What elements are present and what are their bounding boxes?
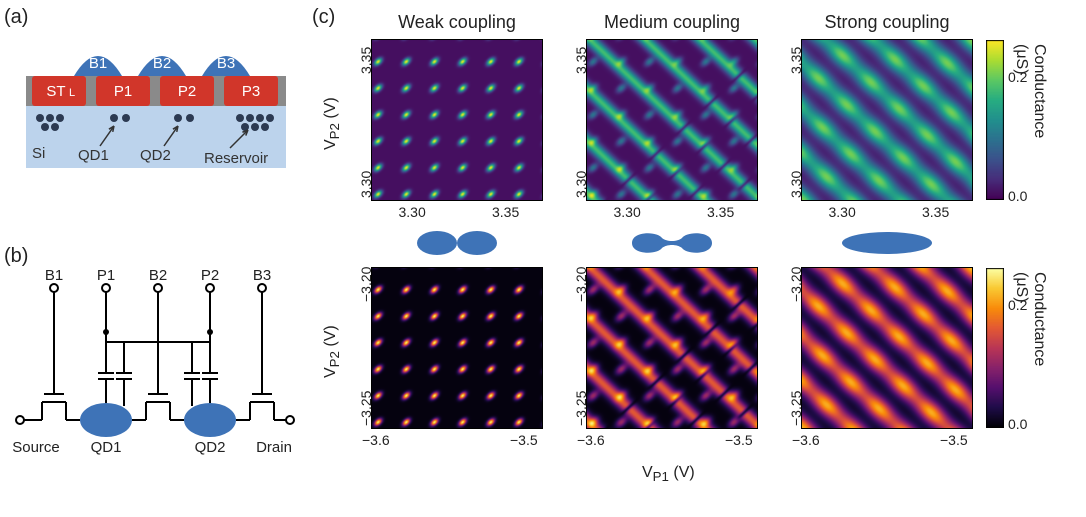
- svg-text:Reservoir: Reservoir: [204, 150, 268, 167]
- svg-text:ST: ST: [46, 83, 65, 100]
- col-title: Strong coupling: [802, 12, 972, 33]
- ylabel-row1: VP2 (V): [322, 97, 342, 150]
- svg-text:B3: B3: [217, 55, 235, 72]
- svg-text:B3: B3: [253, 267, 271, 284]
- heatmap: [587, 268, 757, 428]
- heatmap: [372, 268, 542, 428]
- coupling-blob: [832, 228, 942, 258]
- panel-a-svg: ST L P1 P2 P3 B1 B2 B3 QD1 QD2 Reservoir Si: [26, 18, 286, 168]
- xlabel: VP1 (V): [642, 464, 695, 484]
- tick: 3.30: [399, 204, 426, 220]
- svg-text:Source: Source: [12, 439, 60, 456]
- svg-text:QD2: QD2: [140, 147, 171, 164]
- tick: 3.35: [922, 204, 949, 220]
- tick: −3.6: [362, 432, 390, 448]
- cbar-label: Conductance (μS): [1012, 272, 1048, 366]
- tick: −3.5: [510, 432, 538, 448]
- panel-a: ST L P1 P2 P3 B1 B2 B3 QD1 QD2 Reservoir Si: [26, 18, 286, 168]
- ylabel-row2: VP2 (V): [322, 325, 342, 378]
- svg-text:Drain: Drain: [256, 439, 292, 456]
- svg-text:P2: P2: [201, 267, 219, 284]
- label-a: (a): [4, 6, 28, 29]
- panel-c: Weak coupling Medium coupling Strong coupl…: [310, 12, 1080, 512]
- panel-b-svg: B1 P1 B2 P2 B3 Source QD1 QD2 Drain: [10, 266, 300, 476]
- svg-text:P3: P3: [242, 83, 260, 100]
- label-b: (b): [4, 245, 28, 268]
- tick: 0.0: [1008, 416, 1027, 432]
- figure-root: (a) (b) (c) STLP1P2P3B1B2B3QD1QD2Reservo…: [0, 0, 1086, 517]
- svg-text:L: L: [69, 87, 75, 99]
- heatmap: [372, 40, 542, 200]
- tick: −3.6: [792, 432, 820, 448]
- tick: −3.5: [940, 432, 968, 448]
- col-title: Medium coupling: [587, 12, 757, 33]
- heatmap: [802, 268, 972, 428]
- tick: 3.35: [707, 204, 734, 220]
- svg-text:QD1: QD1: [78, 147, 109, 164]
- col-title: Weak coupling: [372, 12, 542, 33]
- heatmap: [802, 40, 972, 200]
- tick: 3.30: [614, 204, 641, 220]
- coupling-blob: [402, 228, 512, 258]
- tick: 0.0: [1008, 188, 1027, 204]
- tick: −3.6: [577, 432, 605, 448]
- svg-text:QD2: QD2: [195, 439, 226, 456]
- svg-text:B2: B2: [153, 55, 171, 72]
- svg-text:B2: B2: [149, 267, 167, 284]
- svg-text:B1: B1: [89, 55, 107, 72]
- svg-text:Si: Si: [32, 145, 45, 162]
- svg-text:P1: P1: [97, 267, 115, 284]
- cbar-label: Conductance (μS): [1012, 44, 1048, 138]
- tick: −3.5: [725, 432, 753, 448]
- colorbar: [986, 40, 1004, 200]
- coupling-blob: [617, 228, 727, 258]
- tick: 3.35: [492, 204, 519, 220]
- svg-text:QD1: QD1: [91, 439, 122, 456]
- tick: 3.30: [829, 204, 856, 220]
- svg-text:P2: P2: [178, 83, 196, 100]
- svg-text:P1: P1: [114, 83, 132, 100]
- heatmap: [587, 40, 757, 200]
- svg-text:B1: B1: [45, 267, 63, 284]
- panel-b: B1 P1 B2 P2 B3 Source QD1 QD2 Drain: [10, 266, 300, 476]
- colorbar: [986, 268, 1004, 428]
